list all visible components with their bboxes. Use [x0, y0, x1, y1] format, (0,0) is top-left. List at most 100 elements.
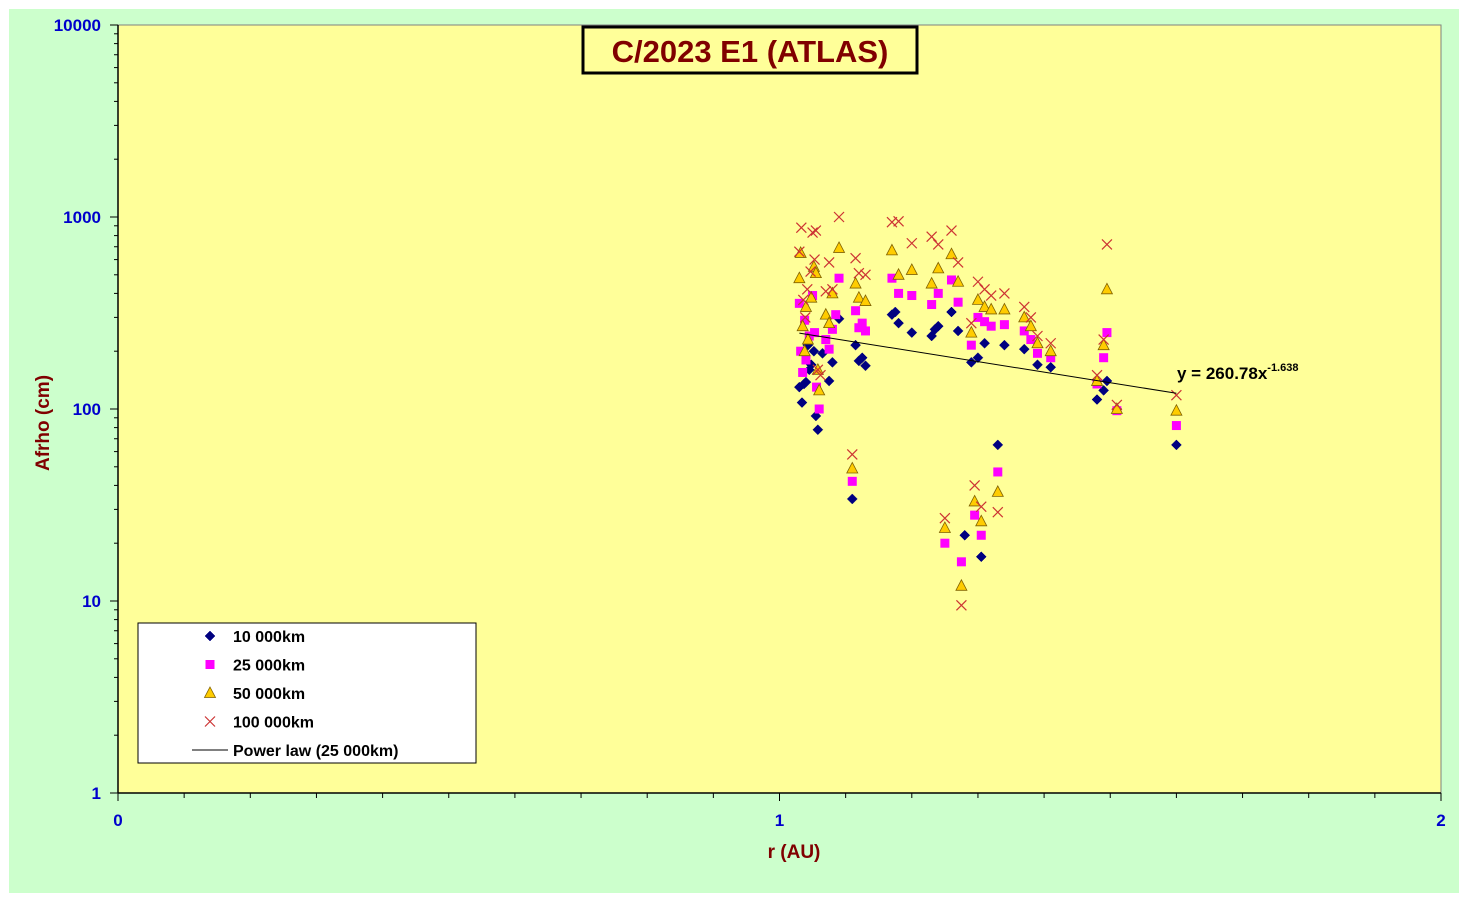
y-tick-label: 10 — [82, 592, 101, 611]
data-point — [851, 306, 861, 316]
data-point — [1046, 353, 1056, 363]
data-point — [1018, 343, 1030, 355]
data-point — [976, 530, 986, 540]
legend-label: 25 000km — [233, 658, 305, 675]
data-point — [992, 506, 1004, 518]
data-point — [970, 510, 980, 520]
data-point — [1019, 326, 1029, 336]
data-point — [979, 337, 990, 349]
data-point — [1111, 399, 1123, 411]
data-point — [939, 512, 951, 524]
legend-label: 50 000km — [233, 686, 305, 703]
data-point — [965, 325, 978, 338]
data-point — [793, 271, 806, 284]
legend-label: 100 000km — [233, 715, 314, 732]
data-point — [925, 276, 938, 289]
data-point — [834, 273, 844, 283]
data-point — [1171, 439, 1182, 451]
power-law-trendline — [799, 332, 1177, 394]
data-point — [1044, 344, 1057, 357]
chart-title-box: C/2023 E1 (ATLAS) — [581, 25, 919, 75]
data-point — [980, 317, 990, 327]
data-point — [1045, 337, 1057, 349]
data-point — [1101, 375, 1113, 387]
trendline-equation-main: y = 260.78x — [1177, 364, 1268, 383]
data-point — [893, 317, 904, 329]
y-tick-label: 100 — [73, 400, 101, 419]
trendline-equation-exponent: -1.638 — [1267, 362, 1298, 374]
data-point — [795, 222, 807, 234]
y-axis-title: Afrho (cm) — [33, 375, 54, 471]
data-point — [833, 211, 845, 223]
data-point — [973, 312, 983, 322]
legend-entry: 50 000km — [203, 686, 305, 703]
data-point — [938, 521, 952, 533]
data-point — [955, 578, 968, 591]
data-point — [975, 514, 988, 527]
x-axis: 0 1 2 — [113, 792, 1446, 830]
data-point — [822, 316, 836, 329]
data-point — [998, 287, 1010, 299]
data-point — [985, 302, 998, 315]
data-point — [971, 293, 985, 305]
data-point — [975, 551, 987, 563]
data-point — [985, 290, 997, 301]
data-point — [986, 321, 996, 331]
data-point — [978, 300, 991, 312]
data-point — [813, 383, 826, 396]
data-point — [810, 225, 822, 236]
x-tick-label: 0 — [113, 811, 122, 830]
data-point — [808, 345, 820, 357]
series-100-000km — [793, 211, 1182, 611]
series-25-000km — [794, 273, 1181, 567]
x-tick-label: 2 — [1436, 811, 1445, 830]
data-point — [906, 237, 918, 249]
data-point — [1018, 310, 1031, 323]
data-point — [823, 256, 835, 268]
data-point — [793, 246, 805, 258]
data-point — [1024, 319, 1038, 332]
data-point — [810, 328, 820, 338]
data-point — [801, 283, 813, 295]
data-point — [1025, 311, 1037, 323]
data-point — [1026, 335, 1036, 345]
data-point — [892, 267, 905, 280]
legend-symbol — [203, 686, 217, 698]
data-point — [809, 266, 823, 279]
chart-title: C/2023 E1 (ATLAS) — [612, 34, 889, 69]
data-point — [952, 325, 964, 337]
data-point — [972, 352, 984, 364]
data-point — [796, 346, 806, 356]
data-point — [846, 461, 859, 474]
data-point — [846, 493, 858, 505]
x-tick-label: 1 — [775, 811, 784, 830]
data-point — [999, 339, 1010, 351]
data-point — [1091, 369, 1103, 381]
data-point — [927, 300, 937, 310]
y-tick-label: 10000 — [54, 16, 101, 35]
data-point — [972, 276, 984, 288]
data-point — [946, 275, 956, 285]
data-point — [826, 283, 838, 295]
data-point — [850, 252, 861, 264]
data-point — [975, 501, 987, 513]
data-point — [932, 238, 944, 250]
data-point — [801, 355, 811, 365]
data-point — [969, 479, 981, 491]
data-point — [940, 538, 950, 548]
data-points — [793, 211, 1183, 611]
data-point — [819, 307, 832, 320]
data-point — [993, 467, 1003, 477]
data-point — [956, 557, 966, 567]
data-point — [1032, 359, 1043, 371]
data-point — [1097, 338, 1110, 351]
data-point — [887, 273, 897, 283]
data-point — [933, 288, 943, 298]
data-point — [1091, 394, 1103, 405]
data-point — [1170, 403, 1183, 416]
data-point — [951, 274, 965, 287]
legend: 10 000km 25 000km 50 000km 100 000km Power l… — [137, 622, 477, 764]
data-point — [945, 247, 958, 260]
data-point — [805, 266, 817, 277]
